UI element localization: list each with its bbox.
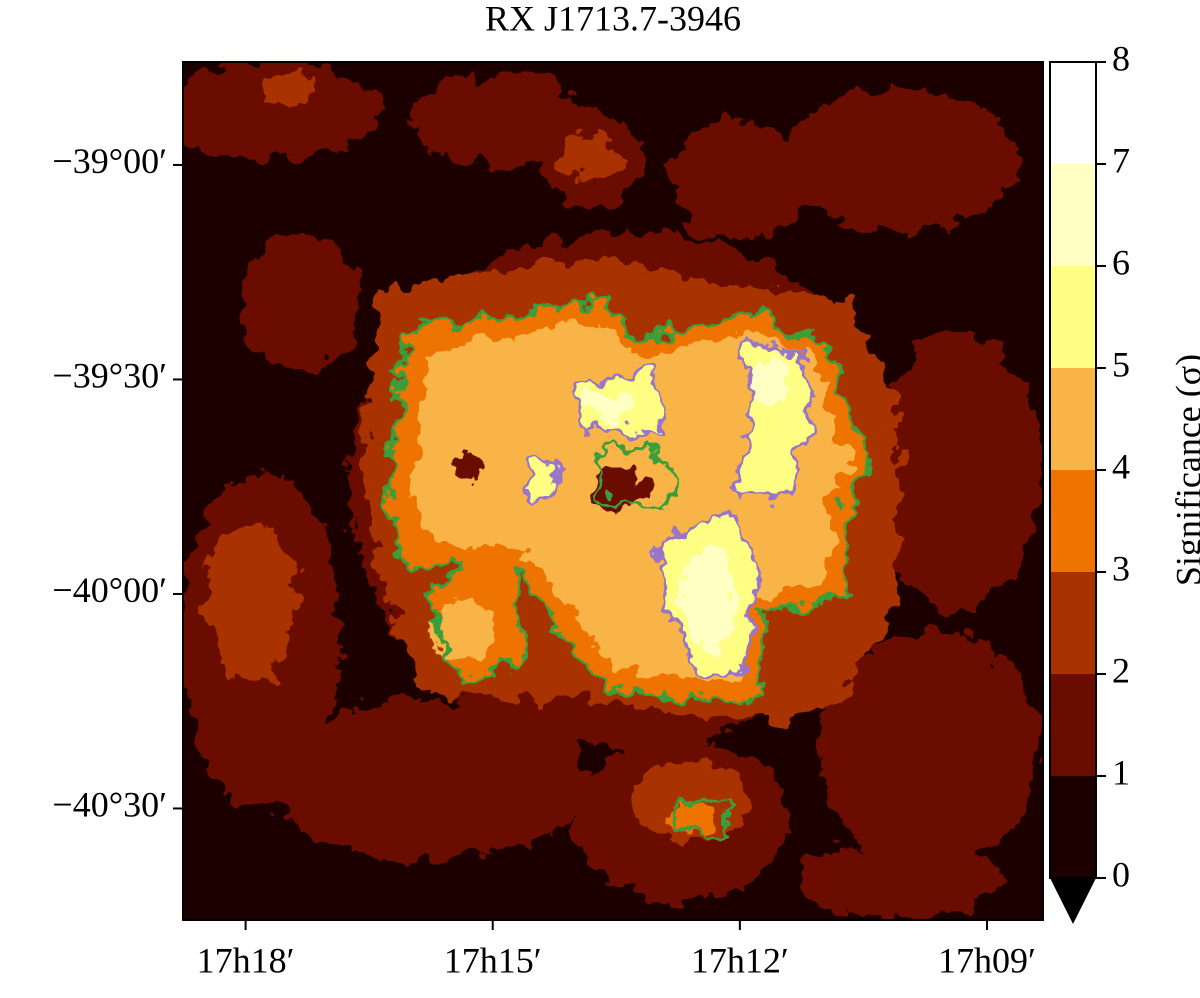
chart-title: RX J1713.7-3946 [485, 0, 741, 38]
colorbar-segment [1050, 674, 1096, 776]
x-tick-label: 17h15′ [444, 940, 542, 980]
colorbar-segment [1050, 266, 1096, 368]
colorbar-segment [1050, 62, 1096, 164]
colorbar-tick-label: 5 [1112, 344, 1130, 384]
colorbar-tick-label: 1 [1112, 752, 1130, 792]
x-tick-label: 17h12′ [691, 940, 789, 980]
x-tick-label: 17h09′ [938, 940, 1036, 980]
colorbar-segment [1050, 164, 1096, 266]
colorbar-tick-label: 2 [1112, 650, 1130, 690]
colorbar-segment [1050, 776, 1096, 878]
colorbar-tick-label: 4 [1112, 446, 1130, 486]
contour [522, 337, 815, 674]
colorbar-segment [1050, 470, 1096, 572]
colorbar-label: Significance (σ) [1168, 354, 1200, 586]
colorbar-segment [1050, 572, 1096, 674]
y-tick-label: −39°30′ [52, 356, 167, 396]
map-level [582, 355, 792, 655]
y-tick-label: −40°00′ [52, 570, 167, 610]
y-tick-label: −40°30′ [52, 785, 167, 825]
colorbar-tick-label: 0 [1112, 854, 1130, 894]
y-tick-label: −39°00′ [52, 141, 167, 181]
contour [387, 297, 873, 838]
colorbar-tick-label: 3 [1112, 548, 1130, 588]
colorbar-tick-label: 7 [1112, 140, 1130, 180]
colorbar-tick-label: 6 [1112, 242, 1130, 282]
plot-frame [182, 61, 1044, 921]
colorbar-extend [1050, 878, 1096, 924]
colorbar-tick-label: 8 [1112, 38, 1130, 78]
x-tick-label: 17h18′ [197, 940, 295, 980]
significance-map [183, 62, 1043, 920]
colorbar-segment [1050, 368, 1096, 470]
